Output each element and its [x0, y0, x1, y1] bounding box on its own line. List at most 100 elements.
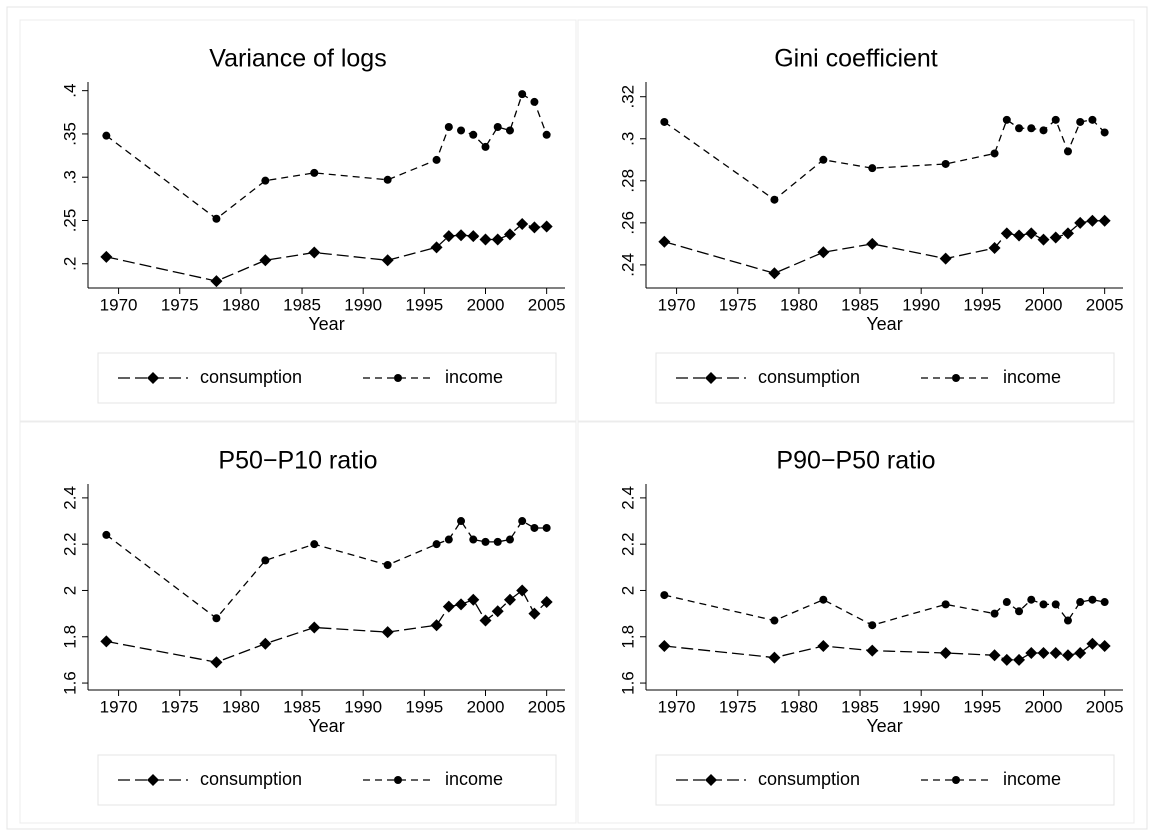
marker	[259, 254, 272, 267]
x-tick-label: 2005	[528, 697, 566, 716]
y-tick-label: 1.6	[618, 671, 637, 695]
marker	[1088, 115, 1097, 124]
marker	[990, 149, 999, 158]
marker	[770, 616, 779, 625]
marker	[705, 372, 717, 384]
y-tick-label: 1.8	[60, 625, 79, 649]
marker	[479, 233, 492, 246]
y-tick-label: .25	[60, 209, 79, 233]
marker	[442, 230, 455, 243]
marker	[457, 126, 466, 135]
marker	[1039, 126, 1048, 135]
x-tick-label: 1980	[222, 697, 260, 716]
marker	[1100, 598, 1109, 607]
marker	[660, 117, 669, 126]
panel: P50−P10 ratio 1.6 1.8 2 2.2 2.4 1970 1975 1980 19…	[19, 421, 577, 824]
x-tick-label: 2005	[1086, 295, 1124, 314]
marker	[310, 540, 319, 549]
y-tick-label: .4	[60, 84, 79, 98]
marker	[212, 614, 221, 623]
marker	[988, 242, 1001, 255]
marker	[528, 607, 541, 620]
legend-label: income	[1003, 367, 1061, 387]
marker	[455, 229, 468, 242]
marker	[1076, 117, 1085, 126]
marker	[1027, 595, 1036, 604]
marker	[308, 246, 321, 259]
x-tick-label: 1980	[780, 295, 818, 314]
marker	[1039, 600, 1048, 609]
marker	[1025, 646, 1038, 659]
x-tick-label: 1970	[100, 697, 138, 716]
marker	[1000, 653, 1013, 666]
marker	[660, 591, 669, 600]
series-line	[105, 519, 547, 620]
x-tick-label: 2005	[528, 295, 566, 314]
marker	[469, 130, 478, 139]
marker	[1051, 600, 1060, 609]
x-tick-label: 2000	[467, 295, 505, 314]
marker	[493, 537, 502, 546]
y-tick-label: 1.6	[60, 671, 79, 695]
marker	[469, 535, 478, 544]
legend-label: income	[1003, 769, 1061, 789]
marker	[939, 252, 952, 265]
marker	[540, 596, 553, 609]
marker	[100, 250, 113, 263]
marker	[1051, 115, 1060, 124]
x-axis-label: Year	[866, 314, 902, 334]
marker	[1063, 616, 1072, 625]
panel: Gini coefficient .24 .26 .28 .3 .32 1970 1975 19…	[577, 19, 1135, 422]
marker	[817, 246, 830, 259]
marker	[259, 637, 272, 650]
marker	[261, 176, 270, 185]
marker	[530, 97, 539, 106]
x-tick-label: 1985	[841, 697, 879, 716]
marker	[819, 595, 828, 604]
marker	[394, 374, 402, 382]
marker	[1098, 640, 1111, 653]
marker	[1027, 124, 1036, 133]
legend-label: consumption	[200, 769, 302, 789]
marker	[658, 640, 671, 653]
x-tick-label: 1990	[344, 697, 382, 716]
marker	[310, 168, 319, 177]
legend-label: consumption	[758, 367, 860, 387]
marker	[952, 776, 960, 784]
marker	[308, 621, 321, 634]
marker	[941, 159, 950, 168]
marker	[770, 195, 779, 204]
marker	[1013, 653, 1026, 666]
marker	[1086, 637, 1099, 650]
marker	[455, 598, 468, 611]
marker	[868, 621, 877, 630]
y-tick-label: 2.4	[60, 486, 79, 510]
y-tick-label: .24	[618, 253, 637, 277]
marker	[430, 241, 443, 254]
y-tick-label: .26	[618, 211, 637, 235]
marker	[1074, 216, 1087, 229]
marker	[540, 220, 553, 233]
marker	[528, 221, 541, 234]
marker	[100, 635, 113, 648]
legend-label: consumption	[758, 769, 860, 789]
marker	[1049, 231, 1062, 244]
x-tick-label: 2005	[1086, 697, 1124, 716]
x-tick-label: 1995	[963, 697, 1001, 716]
marker	[1002, 598, 1011, 607]
marker	[1002, 115, 1011, 124]
marker	[102, 530, 111, 539]
legend-label: consumption	[200, 367, 302, 387]
marker	[467, 593, 480, 606]
marker	[1063, 147, 1072, 156]
x-tick-label: 1990	[902, 295, 940, 314]
marker	[705, 774, 717, 786]
x-tick-label: 1995	[405, 697, 443, 716]
marker	[868, 164, 877, 173]
x-tick-label: 1970	[100, 295, 138, 314]
marker	[505, 126, 514, 135]
marker	[381, 626, 394, 639]
marker	[432, 540, 441, 549]
marker	[481, 142, 490, 151]
x-axis-label: Year	[866, 716, 902, 736]
